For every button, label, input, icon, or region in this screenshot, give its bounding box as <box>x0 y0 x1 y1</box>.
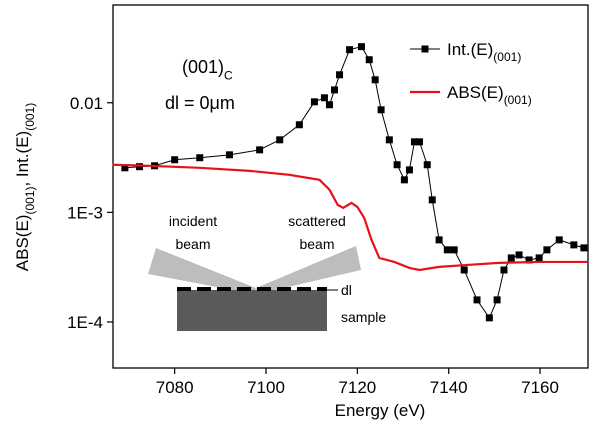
y-tick-label: 1E-4 <box>67 313 103 332</box>
data-point <box>428 196 436 204</box>
annotation: dl = 0μm <box>165 93 235 113</box>
x-tick-label: 7140 <box>430 378 468 397</box>
data-point <box>493 296 501 304</box>
data-point <box>377 106 385 114</box>
data-point <box>121 164 129 172</box>
data-point <box>580 244 588 252</box>
y-tick-label: 1E-3 <box>67 203 103 222</box>
text-part: , Int.(E) <box>13 131 32 187</box>
x-axis-label: Energy (eV) <box>335 401 426 420</box>
data-point <box>405 166 413 174</box>
data-point <box>365 56 373 64</box>
scattered-beam-shape <box>256 246 361 294</box>
x-tick-label: 7080 <box>156 378 194 397</box>
data-point <box>485 314 493 322</box>
text-part: ABS(E) <box>13 215 32 272</box>
inset-label: scattered <box>288 213 346 229</box>
data-point <box>443 246 451 254</box>
data-point <box>460 266 468 274</box>
x-tick-label: 7120 <box>338 378 376 397</box>
subscript: (001) <box>23 103 37 131</box>
incident-beam-shape <box>148 248 256 294</box>
text-part: Int.(E) <box>447 40 493 59</box>
data-point <box>171 156 179 164</box>
data-point <box>507 254 515 262</box>
data-point <box>555 236 563 244</box>
subscript: (001) <box>493 50 521 64</box>
legend-marker <box>421 45 429 53</box>
y-tick-label: 0.01 <box>70 94 103 113</box>
data-point <box>310 98 318 106</box>
text-part: ABS(E) <box>447 83 504 102</box>
data-point <box>325 101 333 109</box>
data-point <box>400 176 408 184</box>
data-point <box>295 121 303 129</box>
inset-label: sample <box>341 309 386 325</box>
plot-frame <box>112 4 589 369</box>
series-line <box>112 163 588 272</box>
data-point <box>336 71 344 79</box>
text-part: (001) <box>182 57 224 77</box>
data-point <box>276 136 284 144</box>
inset-label: beam <box>175 236 210 252</box>
y-axis-label: ABS(E)(001), Int.(E)(001) <box>13 103 37 271</box>
legend-label: ABS(E)(001) <box>447 83 532 107</box>
data-point <box>393 161 401 169</box>
data-point <box>385 136 393 144</box>
data-point <box>135 163 143 171</box>
data-point <box>570 241 578 249</box>
subscript: (001) <box>23 187 37 215</box>
data-point <box>346 46 354 54</box>
x-tick-label: 7100 <box>247 378 285 397</box>
data-point <box>515 251 523 259</box>
data-point <box>331 86 339 94</box>
data-point <box>357 43 365 51</box>
inset-label: dl <box>341 282 352 298</box>
data-point <box>473 296 481 304</box>
data-point <box>435 236 443 244</box>
data-point <box>410 138 418 146</box>
data-point <box>500 266 508 274</box>
data-point <box>415 138 423 146</box>
data-point <box>196 154 204 162</box>
data-point <box>256 146 264 154</box>
x-tick-label: 7160 <box>521 378 559 397</box>
inset-label: incident <box>169 213 217 229</box>
data-point <box>320 94 328 102</box>
data-point <box>450 246 458 254</box>
subscript: (001) <box>504 93 532 107</box>
data-point <box>225 151 233 159</box>
inset-label: beam <box>299 236 334 252</box>
subscript: C <box>224 68 233 82</box>
data-point <box>535 254 543 262</box>
legend-label: Int.(E)(001) <box>447 40 521 64</box>
annotation: (001)C <box>182 57 233 82</box>
inset-sketch <box>148 246 361 331</box>
data-point <box>371 76 379 84</box>
data-point <box>543 246 551 254</box>
data-point <box>525 256 533 264</box>
sample-block <box>177 290 327 331</box>
data-point <box>423 161 431 169</box>
